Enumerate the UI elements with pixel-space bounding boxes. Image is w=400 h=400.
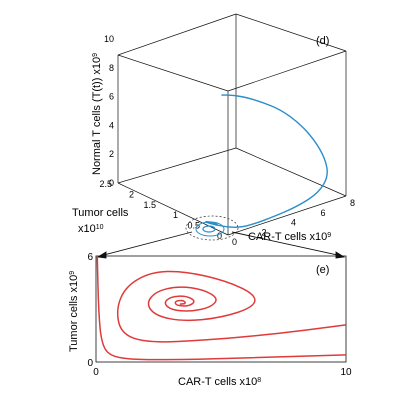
box-edge [227,50,347,92]
zoom-region-marker-core [202,225,216,233]
panel-d-y-tick-label: 0 [217,231,222,241]
panel-e-y-tick-label: 6 [87,252,93,263]
box-edge [235,13,347,52]
panel-d-y-tick-label: 0.5 [187,221,200,231]
panel-e-x-tick-label: 0 [93,367,99,378]
zoom-region-marker [185,215,239,241]
zoom-region-marker-inner [195,221,225,237]
panel-d-3d-plot [117,13,347,236]
panel-d-x-tick-label: 4 [291,218,296,228]
panel-d-y-tick-label: 2 [129,189,134,199]
box-edge [117,13,237,56]
panel-d-x-tick-label: 0 [232,237,237,247]
panel-d-z-tick-label: 2 [109,149,114,159]
panel-e-x-axis-title: CAR-T cells x108 [178,376,261,388]
panel-d-z-tick-label: 0 [109,178,114,188]
panel-d-y-tick-label: 1 [173,210,178,220]
panel-e-frame [95,255,347,363]
panel-d-x-tick-label: 2 [262,227,267,237]
box-edge [227,195,347,236]
panel-e-label: (e) [316,264,329,276]
panel-e-y-tick-label: 0 [87,358,93,369]
panel-e-curves [96,256,347,361]
panel-d-y-axis-title: Tumor cells [72,207,129,219]
panel-d-x-tick-label: 8 [350,198,355,208]
panel-d-trajectory [205,94,328,228]
zoom-arrow-right [231,231,343,257]
panel-e-ticks: 0 10 0 6 [87,252,352,378]
arrowhead-right [335,251,346,259]
box-edge [235,147,347,197]
panel-e-plot: 0 10 0 6 [87,252,352,378]
box-edge [117,147,237,184]
arrowhead-left [96,251,107,259]
box-edge [117,54,229,92]
box-edge [117,182,229,236]
panel-e-x-tick-label: 10 [340,367,352,378]
panel-d-y-tick-label: 2.5 [99,179,112,189]
panel-e-y-axis-title: Tumor cells x109 [68,271,80,352]
panel-d-y-tick-label: 1.5 [143,200,156,210]
panel-d-x-tick-label: 6 [321,208,326,218]
panel-d-z-tick-label: 6 [109,92,114,102]
panel-d-z-tick-label: 10 [104,34,114,44]
panel-d-y-axis-exp: x1010 [78,223,104,235]
panel-e-trajectory-0 [96,256,347,361]
panel-d-z-tick-label: 4 [109,120,114,130]
panel-d-z-axis-title: Normal T cells (T(t)) x109 [91,53,103,175]
zoom-arrows [96,231,346,259]
panel-d-x-axis-title: CAR-T cells x109 [248,231,331,243]
panel-d-z-tick-label: 8 [109,63,114,73]
zoom-arrow-left [99,231,193,257]
panel-e-trajectory-1 [116,270,347,343]
panel-d-label: (d) [316,35,329,47]
